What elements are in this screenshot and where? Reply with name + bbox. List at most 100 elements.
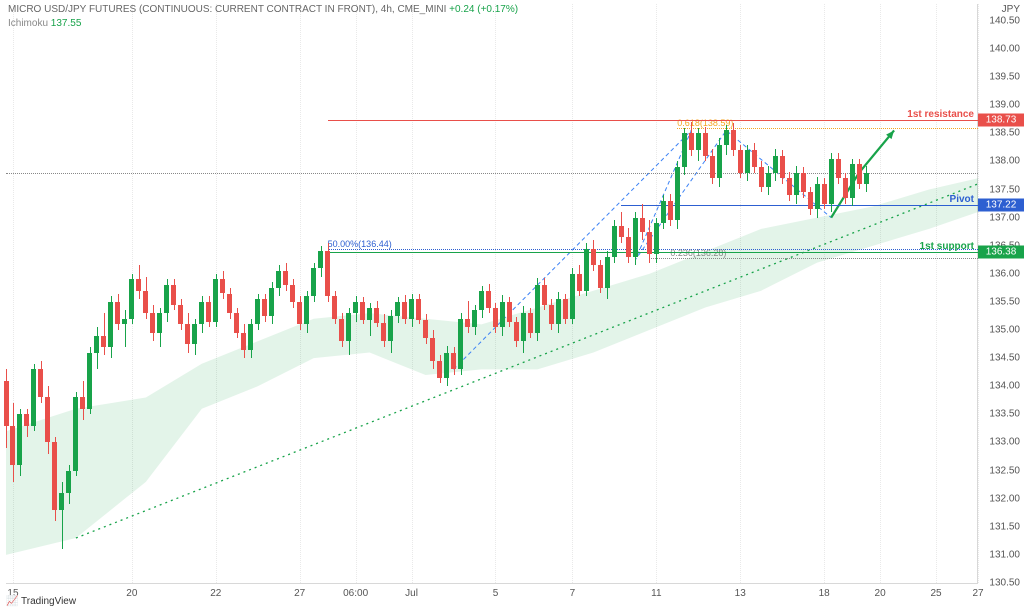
candle-body xyxy=(318,251,323,268)
y-tick-label: 139.00 xyxy=(982,100,1020,111)
y-tick-label: 137.50 xyxy=(982,184,1020,195)
candle-body xyxy=(696,133,701,150)
candle-body xyxy=(472,310,477,327)
candle-body xyxy=(311,268,316,296)
candle-body xyxy=(493,308,498,328)
candle-body xyxy=(381,323,386,341)
candle-body xyxy=(633,218,638,257)
candle-body xyxy=(59,493,64,510)
candle-body xyxy=(514,322,519,342)
candle-body xyxy=(507,302,512,322)
candle-body xyxy=(52,442,57,509)
level-name: 1st support xyxy=(920,241,974,252)
candle-body xyxy=(227,294,232,314)
chart-root[interactable]: 130.50131.00131.50132.00132.50133.00133.… xyxy=(0,0,1024,611)
y-tick-label: 135.00 xyxy=(982,325,1020,336)
candle-wick xyxy=(468,301,469,333)
candle-body xyxy=(24,414,29,425)
candle-body xyxy=(38,369,43,397)
y-tick-label: 137.00 xyxy=(982,212,1020,223)
symbol-line: MICRO USD/JPY FUTURES (CONTINUOUS: CURRE… xyxy=(8,4,446,15)
candle-body xyxy=(549,305,554,325)
candle-body xyxy=(423,320,428,339)
level-name: Pivot xyxy=(950,194,974,205)
candle-body xyxy=(745,150,750,172)
x-tick-label: 06:00 xyxy=(343,588,368,599)
candle-body xyxy=(661,201,666,223)
candle-body xyxy=(206,302,211,322)
candle-body xyxy=(598,265,603,287)
candle-body xyxy=(822,184,827,204)
candle-body xyxy=(836,159,841,179)
y-tick-label: 139.50 xyxy=(982,72,1020,83)
candle-body xyxy=(521,313,526,341)
level-badge: 136.38 xyxy=(978,246,1024,259)
candle-body xyxy=(192,324,197,344)
x-tick-label: 25 xyxy=(930,588,941,599)
candle-body xyxy=(94,336,99,353)
candle-body xyxy=(304,296,309,324)
candle-body xyxy=(108,302,113,347)
candle-body xyxy=(486,291,491,308)
fib-line xyxy=(677,128,978,129)
y-tick-label: 133.50 xyxy=(982,409,1020,420)
indicator-name: Ichimoku xyxy=(8,18,48,29)
candle-body xyxy=(185,324,190,344)
y-tick-label: 134.50 xyxy=(982,353,1020,364)
y-tick-label: 134.00 xyxy=(982,381,1020,392)
candle-body xyxy=(220,279,225,293)
candle-body xyxy=(262,299,267,316)
candle-body xyxy=(283,271,288,285)
candle-body xyxy=(297,302,302,324)
candle-body xyxy=(367,308,372,320)
candle-body xyxy=(738,150,743,172)
candle-body xyxy=(87,353,92,409)
candle-body xyxy=(80,397,85,408)
candle-body xyxy=(199,302,204,324)
candle-body xyxy=(703,133,708,155)
candle-body xyxy=(787,178,792,195)
candle-body xyxy=(430,338,435,360)
candle-body xyxy=(339,319,344,341)
candle-body xyxy=(647,232,652,254)
candle-body xyxy=(332,296,337,318)
y-tick-label: 131.00 xyxy=(982,549,1020,560)
level-badge: 138.73 xyxy=(978,114,1024,127)
candle-body xyxy=(444,353,449,378)
candle-body xyxy=(773,156,778,173)
candle-body xyxy=(66,471,71,493)
candle-body xyxy=(780,156,785,178)
candle-body xyxy=(402,302,407,319)
indicator-value: 137.55 xyxy=(51,18,82,29)
y-tick-label: 130.50 xyxy=(982,578,1020,589)
level-badge: 137.22 xyxy=(978,199,1024,212)
candle-body xyxy=(171,285,176,305)
candle-body xyxy=(640,218,645,232)
ichimoku-cloud xyxy=(6,178,978,555)
x-tick-label: 27 xyxy=(972,588,983,599)
candle-body xyxy=(150,313,155,333)
y-tick-label: 138.50 xyxy=(982,128,1020,139)
candle-body xyxy=(731,130,736,150)
candle-body xyxy=(626,237,631,257)
candle-body xyxy=(724,130,729,144)
candle-body xyxy=(178,305,183,325)
fib-label: 50.00%(136.44) xyxy=(328,239,392,249)
candle-body xyxy=(437,361,442,378)
candle-body xyxy=(248,324,253,349)
candle-body xyxy=(360,302,365,320)
level-line xyxy=(328,252,978,253)
candle-body xyxy=(409,299,414,319)
candle-body xyxy=(675,167,680,220)
candle-body xyxy=(570,274,575,319)
x-tick-label: 5 xyxy=(493,588,499,599)
x-tick-label: 20 xyxy=(126,588,137,599)
candle-body xyxy=(276,271,281,288)
candle-body xyxy=(556,299,561,324)
candle-body xyxy=(843,178,848,198)
y-tick-label: 140.00 xyxy=(982,43,1020,54)
x-tick-label: 20 xyxy=(875,588,886,599)
candle-wick xyxy=(62,482,63,549)
candle-body xyxy=(255,299,260,324)
y-tick-label: 138.00 xyxy=(982,156,1020,167)
